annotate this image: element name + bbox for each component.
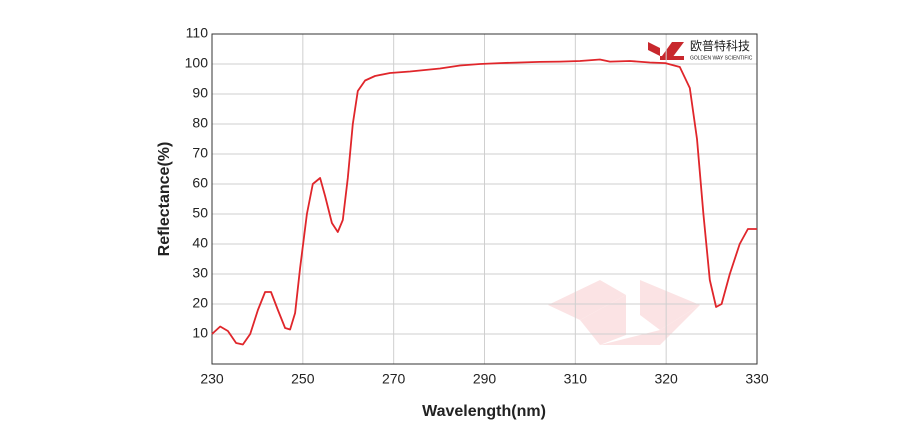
watermark <box>548 280 700 345</box>
logo-subtitle: GOLDEN WAY SCIENTIFIC <box>690 55 753 61</box>
x-tick-label: 270 <box>382 371 406 387</box>
data-line <box>211 58 757 346</box>
x-tick-label: 250 <box>291 371 315 387</box>
y-tick-label: 70 <box>192 145 208 161</box>
logo-name: 欧普特科技 <box>690 38 750 53</box>
y-tick-label: 30 <box>192 265 208 281</box>
y-tick-label: 50 <box>192 205 208 221</box>
x-tick-label: 310 <box>564 371 588 387</box>
x-tick-label: 230 <box>200 371 224 387</box>
x-tick-label: 290 <box>473 371 497 387</box>
y-tick-label: 80 <box>192 115 208 131</box>
y-tick-label: 10 <box>192 325 208 341</box>
x-tick-label: 320 <box>654 371 678 387</box>
y-tick-label: 20 <box>192 295 208 311</box>
y-tick-label: 110 <box>186 25 209 41</box>
x-axis-title: Wavelength(nm) <box>422 403 546 420</box>
x-tick-label: 330 <box>745 371 769 387</box>
plot-frame <box>211 33 758 365</box>
y-tick-label: 90 <box>192 85 208 101</box>
y-tick-label: 40 <box>192 235 208 251</box>
y-tick-label: 100 <box>185 55 209 71</box>
y-tick-label: 60 <box>192 175 208 191</box>
y-axis-title: Reflectance(%) <box>156 142 173 257</box>
